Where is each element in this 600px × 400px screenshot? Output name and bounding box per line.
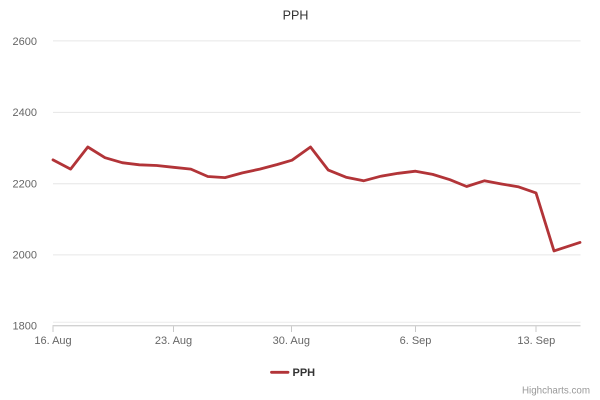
svg-text:PPH: PPH	[283, 8, 309, 22]
svg-text:2600: 2600	[13, 36, 37, 48]
svg-text:23. Aug: 23. Aug	[155, 335, 192, 347]
svg-text:6. Sep: 6. Sep	[400, 335, 432, 347]
svg-text:30. Aug: 30. Aug	[273, 335, 310, 347]
svg-text:Highcharts.com: Highcharts.com	[522, 386, 590, 397]
svg-text:13. Sep: 13. Sep	[517, 335, 555, 347]
svg-text:16. Aug: 16. Aug	[34, 335, 71, 347]
svg-text:PPH: PPH	[293, 367, 316, 379]
svg-text:2000: 2000	[13, 250, 37, 262]
svg-text:1800: 1800	[13, 321, 37, 333]
svg-text:2200: 2200	[13, 178, 37, 190]
svg-text:2400: 2400	[13, 107, 37, 119]
